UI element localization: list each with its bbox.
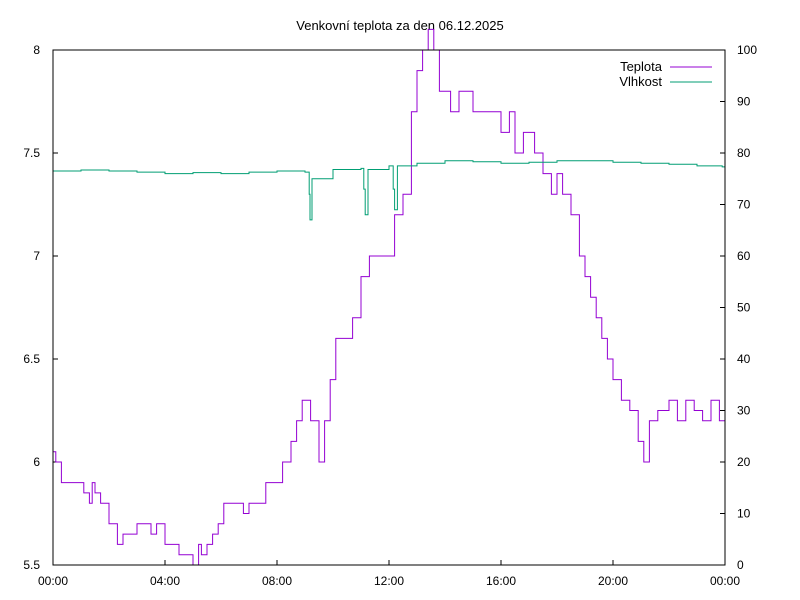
bottom-tick-label: 20:00	[598, 574, 628, 588]
legend-label-vlhkost: Vlhkost	[619, 74, 662, 89]
left-tick-label: 6.5	[23, 352, 40, 366]
right-tick-label: 30	[737, 404, 751, 418]
left-tick-label: 7	[33, 249, 40, 263]
left-tick-label: 6	[33, 455, 40, 469]
left-tick-label: 7.5	[23, 146, 40, 160]
right-tick-label: 10	[737, 507, 751, 521]
left-tick-label: 8	[33, 43, 40, 57]
right-tick-label: 90	[737, 95, 751, 109]
series-line-vlhkost	[53, 160, 726, 221]
plot-frame	[52, 49, 726, 566]
bottom-tick-label: 00:00	[710, 574, 740, 588]
bottom-tick-label: 04:00	[150, 574, 180, 588]
right-tick-label: 50	[737, 301, 751, 315]
left-tick-label: 5.5	[23, 558, 40, 572]
right-tick-label: 0	[737, 558, 744, 572]
bottom-tick-label: 00:00	[38, 574, 68, 588]
bottom-axis-ticks: 00:00 04:00 08:00 12:00 16:00 20:00 00:00	[38, 560, 740, 588]
right-tick-label: 70	[737, 198, 751, 212]
chart-title: Venkovní teplota za den 06.12.2025	[296, 18, 503, 33]
bottom-tick-label: 12:00	[374, 574, 404, 588]
bottom-tick-label: 16:00	[486, 574, 516, 588]
right-tick-label: 100	[737, 43, 757, 57]
legend-label-teplota: Teplota	[620, 59, 663, 74]
right-tick-label: 80	[737, 146, 751, 160]
series-line-teplota	[53, 28, 726, 566]
series-layer	[53, 28, 726, 566]
right-tick-label: 20	[737, 455, 751, 469]
right-tick-label: 60	[737, 249, 751, 263]
right-tick-label: 40	[737, 352, 751, 366]
bottom-tick-label: 08:00	[262, 574, 292, 588]
